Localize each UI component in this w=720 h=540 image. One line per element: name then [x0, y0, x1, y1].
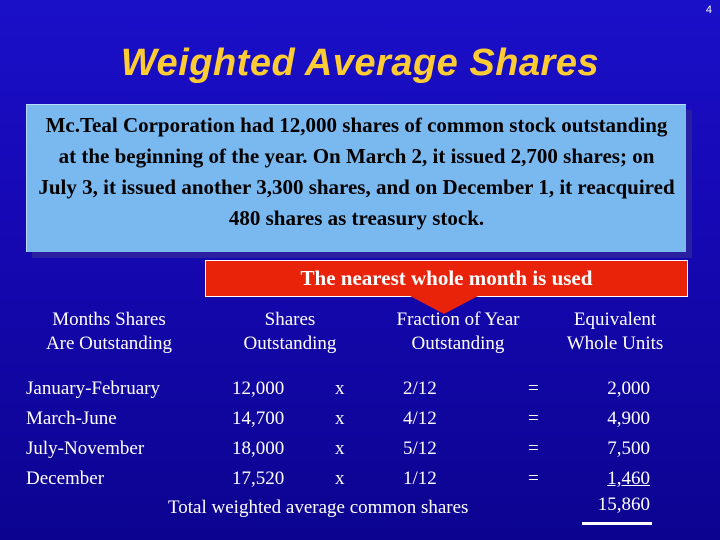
row-period: March-June: [26, 408, 117, 429]
row-shares: 14,700: [232, 408, 285, 429]
table-row: July-November 18,000 x 5/12 = 7,500: [0, 438, 720, 466]
header-line: Outstanding: [243, 333, 337, 354]
row-period: January-February: [26, 378, 161, 399]
row-fraction: 1/12: [403, 468, 437, 489]
header-fraction-of-year: Fraction of Year Outstanding: [372, 308, 544, 356]
header-line: Months Shares: [52, 309, 166, 330]
header-line: Whole Units: [566, 333, 664, 354]
header-months-outstanding: Months Shares Are Outstanding: [24, 308, 194, 356]
slide-number: 4: [705, 4, 712, 16]
row-fraction: 4/12: [403, 408, 437, 429]
problem-box: Mc.Teal Corporation had 12,000 shares of…: [26, 104, 686, 252]
header-line: Outstanding: [411, 333, 505, 354]
row-equals: =: [528, 438, 539, 459]
row-fraction: 2/12: [403, 378, 437, 399]
row-fraction: 5/12: [403, 438, 437, 459]
header-line: Shares: [264, 309, 316, 330]
header-equivalent-units: Equivalent Whole Units: [548, 308, 682, 356]
row-period: December: [26, 468, 105, 489]
row-times: x: [335, 438, 345, 459]
header-line: Equivalent: [573, 309, 657, 330]
slide-title: Weighted Average Shares: [120, 42, 600, 84]
header-shares-outstanding: Shares Outstanding: [220, 308, 360, 356]
row-equals: =: [528, 408, 539, 429]
table-row: December 17,520 x 1/12 = 1,460: [0, 468, 720, 496]
row-times: x: [335, 378, 345, 399]
row-equivalent: 2,000: [607, 378, 650, 399]
total-label: Total weighted average common shares: [168, 497, 469, 518]
callout-pointer: [410, 296, 478, 314]
row-shares: 18,000: [232, 438, 285, 459]
header-line: Are Outstanding: [45, 333, 173, 354]
total-double-rule: [582, 522, 652, 525]
row-times: x: [335, 408, 345, 429]
row-period: July-November: [26, 438, 145, 459]
table-row: March-June 14,700 x 4/12 = 4,900: [0, 408, 720, 436]
row-times: x: [335, 468, 345, 489]
total-value: 15,860: [597, 494, 650, 515]
callout-box: The nearest whole month is used: [205, 260, 688, 297]
row-equivalent: 4,900: [607, 408, 650, 429]
header-line: Fraction of Year: [396, 309, 520, 330]
row-shares: 12,000: [232, 378, 285, 399]
table-row: January-February 12,000 x 2/12 = 2,000: [0, 378, 720, 406]
row-equals: =: [528, 468, 539, 489]
row-equivalent: 7,500: [607, 438, 650, 459]
row-shares: 17,520: [232, 468, 285, 489]
row-equals: =: [528, 378, 539, 399]
row-equivalent: 1,460: [607, 468, 650, 489]
